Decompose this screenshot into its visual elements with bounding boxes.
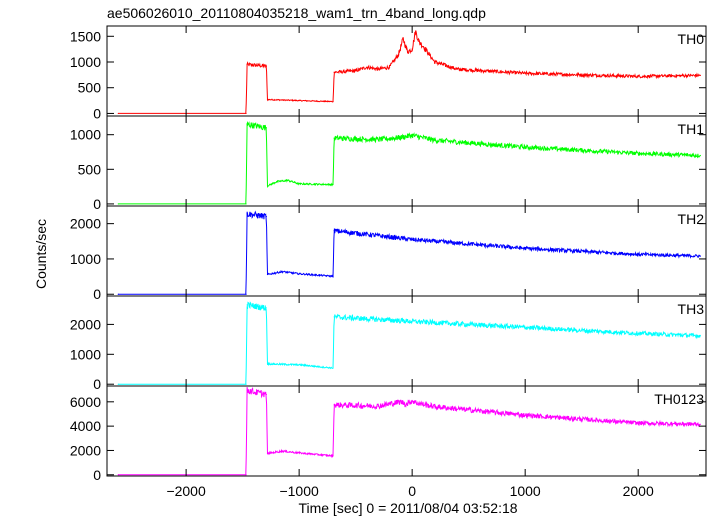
y-tick-label: 4000 <box>70 418 101 434</box>
panel-label: TH0 <box>678 31 705 47</box>
panel-label: TH1 <box>678 121 705 137</box>
y-tick-label: 2000 <box>70 442 101 458</box>
panel-label: TH2 <box>678 211 705 227</box>
series-line-th3 <box>118 301 701 385</box>
panel-th2: 0 1000 2000 TH2 <box>70 205 707 302</box>
x-axis-label: Time [sec] 0 = 2011/08/04 03:52:18 <box>298 500 517 516</box>
y-tick-label: 1000 <box>70 251 101 267</box>
series-line-th0 <box>118 30 701 114</box>
x-tick-label: −1000 <box>279 483 319 499</box>
y-tick-label: 500 <box>78 161 102 177</box>
panel-th3: 0 1000 2000 TH3 <box>70 295 707 392</box>
x-tick-label: 1000 <box>510 483 541 499</box>
y-tick-label: 0 <box>93 105 101 121</box>
y-tick-label: 1000 <box>70 54 101 70</box>
y-tick-label: 1000 <box>70 346 101 362</box>
panel-frame <box>106 115 707 207</box>
panel-th0123: 0 2000 4000 6000 TH0123 <box>70 385 707 483</box>
data-point-th3-3 <box>265 307 267 309</box>
series-line-th1 <box>118 121 701 205</box>
panel-frame <box>106 295 707 387</box>
x-tick-label: 0 <box>408 483 416 499</box>
y-tick-label: 1000 <box>70 127 101 143</box>
panel-frame <box>106 25 707 117</box>
y-tick-label: 0 <box>93 376 101 392</box>
series-line-th2 <box>118 210 701 295</box>
panel-frame <box>106 205 707 297</box>
y-tick-label: 6000 <box>70 394 101 410</box>
panel-th0: 0 500 1000 1500 TH0 <box>70 25 707 121</box>
y-tick-label: 0 <box>93 467 101 483</box>
chart-title: ae506026010_20110804035218_wam1_trn_4ban… <box>107 5 486 21</box>
panel-label: TH3 <box>678 301 705 317</box>
panel-frame <box>106 385 707 477</box>
y-tick-label: 2000 <box>70 216 101 232</box>
y-axis-label: Counts/sec <box>33 219 49 289</box>
y-tick-label: 0 <box>93 196 101 212</box>
y-tick-label: 0 <box>93 286 101 302</box>
panel-label: TH0123 <box>654 391 704 407</box>
y-tick-label: 1500 <box>70 28 101 44</box>
panel-th1: 0 500 1000 TH1 <box>70 115 707 212</box>
x-tick-label: 2000 <box>623 483 654 499</box>
y-tick-label: 500 <box>78 80 102 96</box>
y-tick-label: 2000 <box>70 316 101 332</box>
x-tick-label: −2000 <box>166 483 206 499</box>
series-line-th0123 <box>118 387 701 476</box>
